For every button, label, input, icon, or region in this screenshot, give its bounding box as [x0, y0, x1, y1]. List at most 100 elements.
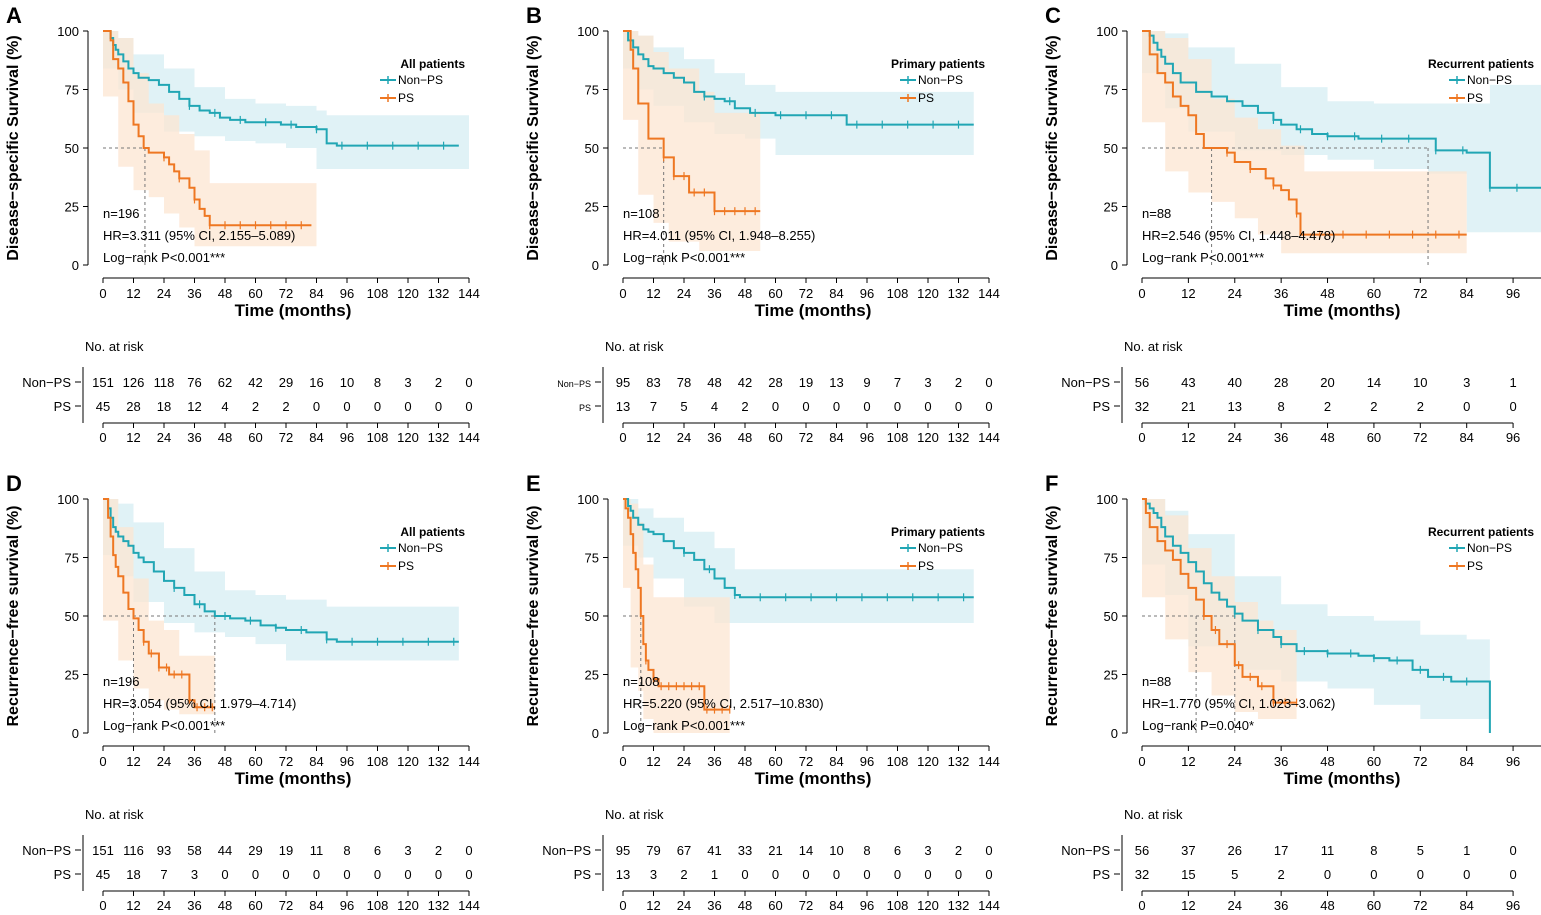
ps-survival-curve: [1142, 498, 1297, 704]
risk-x-tick-label: 48: [1320, 898, 1334, 913]
risk-cell: 3: [404, 843, 411, 858]
risk-cell: 0: [985, 375, 992, 390]
risk-cell: 0: [894, 399, 901, 414]
risk-cell: 2: [955, 843, 962, 858]
legend-title: All patients: [400, 525, 465, 539]
risk-x-tick-label: 12: [1181, 430, 1195, 445]
y-tick-label: 75: [1104, 83, 1118, 98]
risk-table-title: No. at risk: [605, 807, 664, 822]
risk-x-tick-label: 48: [218, 430, 232, 445]
risk-cell: 9: [863, 375, 870, 390]
risk-cell: 11: [1321, 843, 1335, 858]
risk-cell: 118: [154, 375, 175, 390]
y-tick-label: 50: [1104, 609, 1118, 624]
ps-ci-band: [1142, 31, 1467, 254]
risk-x-tick-label: 12: [126, 898, 140, 913]
risk-cell: 17: [1274, 843, 1288, 858]
y-tick-label: 0: [592, 258, 599, 273]
risk-cell: 7: [894, 375, 901, 390]
risk-x-tick-label: 0: [1138, 898, 1145, 913]
risk-cell: 0: [374, 867, 381, 882]
risk-x-tick-label: 24: [677, 898, 691, 913]
risk-cell: 3: [191, 867, 198, 882]
risk-cell: 2: [435, 375, 442, 390]
risk-x-tick-label: 60: [768, 898, 782, 913]
x-axis-title: Time (months): [235, 301, 352, 320]
risk-row-label: PS: [1093, 867, 1111, 882]
y-tick-label: 25: [585, 668, 599, 683]
risk-cell: 2: [680, 867, 687, 882]
risk-cell: 3: [924, 375, 931, 390]
nonps-ci-band: [103, 499, 459, 661]
risk-row-label: Non−PS: [22, 843, 71, 858]
risk-cell: 7: [160, 867, 167, 882]
risk-cell: 43: [1181, 375, 1195, 390]
risk-cell: 5: [1417, 843, 1424, 858]
risk-cell: 42: [738, 375, 752, 390]
x-tick-label: 48: [1320, 754, 1334, 769]
x-axis-title: Time (months): [235, 769, 352, 788]
risk-cell: 48: [707, 375, 721, 390]
x-tick-label: 96: [340, 754, 354, 769]
risk-x-tick-label: 36: [187, 898, 201, 913]
risk-cell: 5: [1231, 867, 1238, 882]
nonps-survival-curve: [1142, 498, 1491, 733]
risk-x-tick-label: 96: [860, 898, 874, 913]
legend-title: Recurrent patients: [1428, 525, 1534, 539]
risk-cell: 8: [1370, 843, 1377, 858]
risk-table-title: No. at risk: [605, 339, 664, 354]
risk-x-tick-label: 132: [948, 430, 970, 445]
y-tick-label: 100: [57, 492, 79, 507]
risk-row-label: Non−PS: [22, 375, 71, 390]
risk-x-tick-label: 36: [707, 430, 721, 445]
risk-x-tick-label: 12: [126, 430, 140, 445]
risk-cell: 10: [829, 843, 843, 858]
risk-cell: 45: [96, 867, 110, 882]
nonps-ci-band: [1142, 31, 1541, 233]
y-tick-label: 0: [72, 258, 79, 273]
risk-row-label: Non−PS: [1061, 843, 1110, 858]
legend-label: PS: [918, 91, 934, 105]
x-tick-label: 96: [860, 754, 874, 769]
nonps-survival-curve: [103, 30, 459, 147]
risk-cell: 26: [1228, 843, 1242, 858]
x-tick-label: 36: [1274, 286, 1288, 301]
risk-cell: 13: [616, 867, 630, 882]
x-tick-label: 36: [707, 286, 721, 301]
risk-x-tick-label: 84: [829, 430, 843, 445]
risk-cell: 44: [218, 843, 232, 858]
y-tick-label: 100: [57, 24, 79, 39]
x-tick-label: 96: [340, 286, 354, 301]
risk-cell: 83: [646, 375, 660, 390]
risk-x-tick-label: 96: [340, 898, 354, 913]
risk-cell: 151: [92, 843, 114, 858]
x-tick-label: 48: [1320, 286, 1334, 301]
risk-x-tick-label: 96: [340, 430, 354, 445]
legend-title: Primary patients: [891, 525, 985, 539]
y-axis-label: Disease−specific Survival (%): [5, 35, 22, 260]
y-tick-label: 50: [585, 609, 599, 624]
risk-x-tick-label: 72: [279, 898, 293, 913]
risk-cell: 116: [123, 843, 144, 858]
y-tick-label: 100: [1096, 492, 1118, 507]
risk-cell: 0: [282, 867, 289, 882]
stat-line: Log−rank P<0.001***: [623, 718, 745, 733]
risk-cell: 2: [1417, 399, 1424, 414]
risk-cell: 1: [711, 867, 718, 882]
legend-label: PS: [1467, 91, 1483, 105]
risk-x-tick-label: 0: [1138, 430, 1145, 445]
risk-x-tick-label: 36: [707, 898, 721, 913]
risk-x-tick-label: 48: [738, 430, 752, 445]
x-tick-label: 120: [397, 286, 419, 301]
risk-x-tick-label: 0: [99, 898, 106, 913]
ps-ci-band: [103, 499, 215, 715]
risk-cell: 0: [1509, 399, 1516, 414]
risk-cell: 0: [894, 867, 901, 882]
y-tick-label: 50: [585, 141, 599, 156]
risk-cell: 1: [1463, 843, 1470, 858]
x-tick-label: 60: [248, 286, 262, 301]
risk-x-tick-label: 96: [1506, 898, 1520, 913]
risk-cell: 7: [650, 399, 657, 414]
risk-cell: 0: [924, 399, 931, 414]
risk-cell: 0: [1463, 867, 1470, 882]
